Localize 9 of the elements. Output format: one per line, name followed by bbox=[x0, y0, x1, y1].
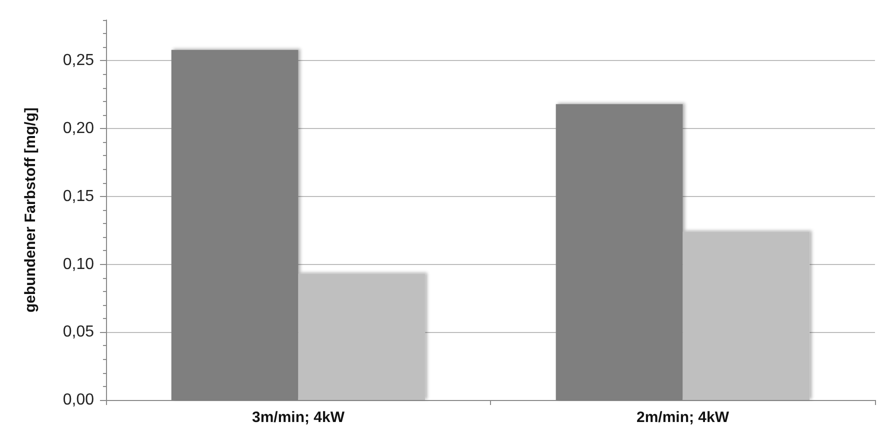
y-tick-label: 0,00 bbox=[62, 392, 94, 408]
y-axis-title: gebundener Farbstoff [mg/g] bbox=[22, 108, 39, 312]
y-tick-label: 0,25 bbox=[62, 52, 94, 70]
y-tick-label: 0,05 bbox=[62, 324, 94, 341]
y-tick-label: 0,15 bbox=[62, 188, 94, 205]
y-tick-label: 0,20 bbox=[62, 120, 94, 138]
x-tick-label: 3m/min; 4kW bbox=[252, 409, 346, 426]
x-tick-label: 2m/min; 4kW bbox=[636, 409, 730, 426]
y-tick-label: 0,10 bbox=[62, 256, 94, 273]
